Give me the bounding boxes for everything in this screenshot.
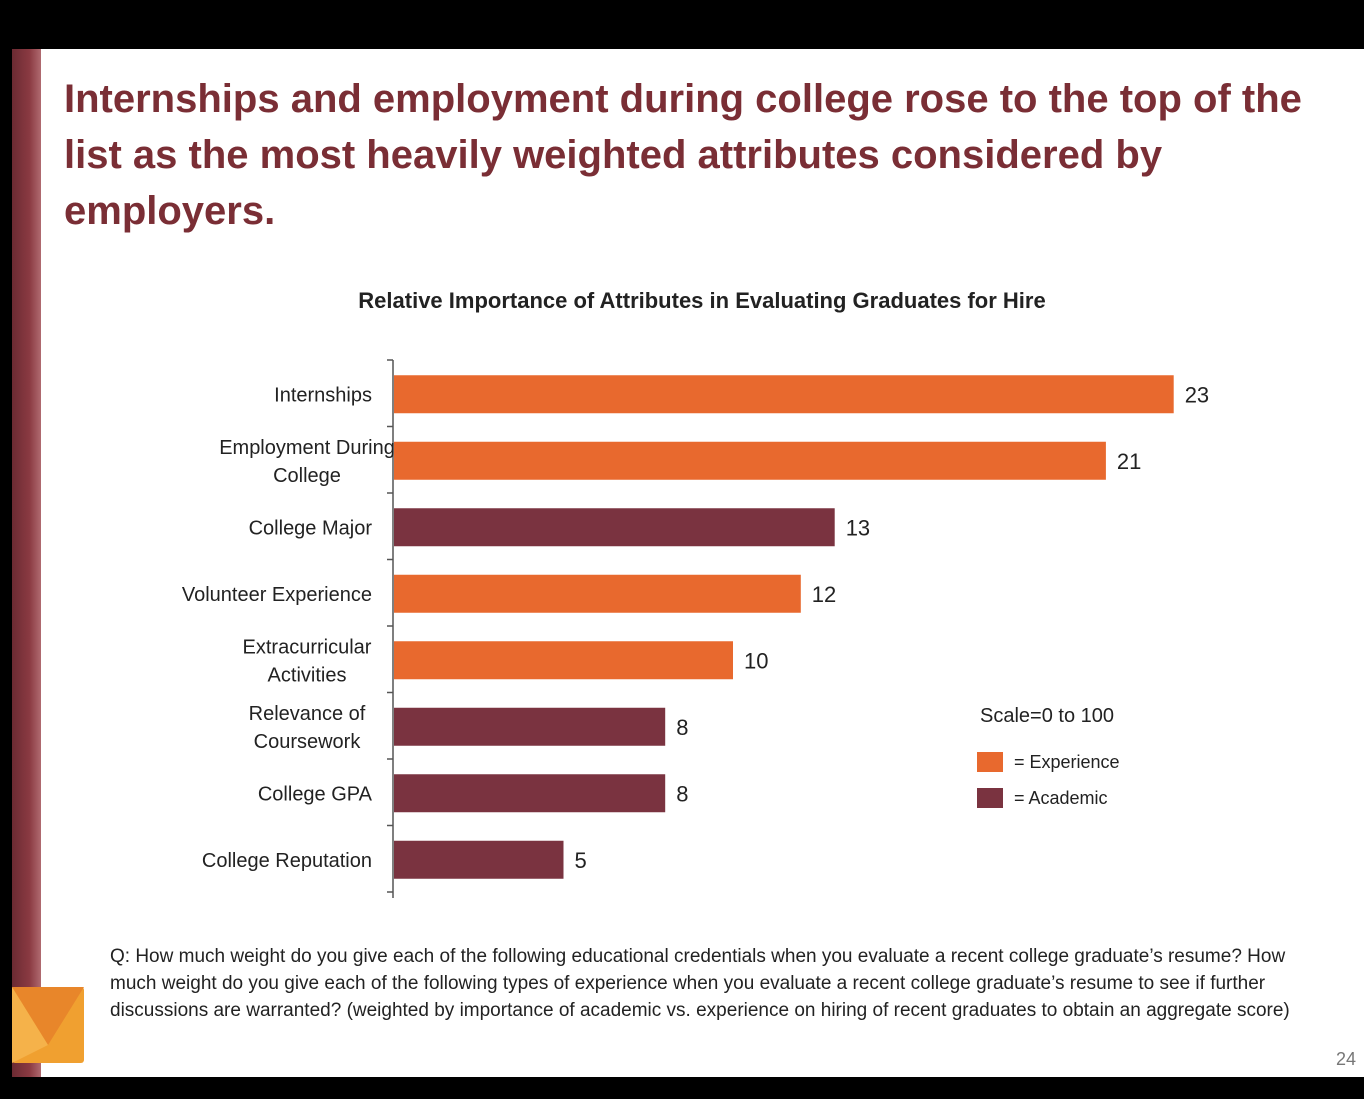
- category-label: Employment During: [219, 437, 395, 459]
- brand-logo-icon: [12, 987, 84, 1063]
- slide: Internships and employment during colleg…: [12, 49, 1364, 1077]
- bar: [394, 641, 733, 680]
- legend-label: = Experience: [1014, 752, 1120, 772]
- legend-swatch: [977, 752, 1003, 772]
- data-label: 13: [846, 515, 870, 540]
- data-label: 5: [575, 848, 587, 873]
- data-label: 12: [812, 582, 836, 607]
- category-label: Coursework: [254, 731, 362, 753]
- bar: [394, 840, 564, 879]
- slide-accent-bar: [12, 49, 41, 1077]
- data-label: 10: [744, 648, 768, 673]
- data-label: 23: [1185, 382, 1209, 407]
- page-number: 24: [1335, 1049, 1356, 1069]
- bar: [394, 508, 835, 547]
- category-label: Volunteer Experience: [182, 584, 372, 606]
- bar: [394, 375, 1174, 414]
- legend-swatch: [977, 788, 1003, 808]
- category-label: Internships: [274, 384, 372, 406]
- legend-scale-note: Scale=0 to 100: [980, 705, 1114, 727]
- category-label: College Major: [249, 517, 373, 539]
- category-label: Activities: [268, 664, 347, 686]
- data-label: 8: [676, 715, 688, 740]
- bar: [394, 774, 666, 813]
- category-label: College: [273, 465, 341, 487]
- legend-label: = Academic: [1014, 788, 1108, 808]
- category-label: Extracurricular: [243, 636, 372, 658]
- category-label: Relevance of: [249, 703, 366, 725]
- data-label: 8: [676, 781, 688, 806]
- bar: [394, 574, 801, 613]
- survey-question: Q: How much weight do you give each of t…: [110, 946, 1290, 1021]
- bar: [394, 441, 1106, 480]
- category-label: College Reputation: [202, 850, 372, 872]
- bar: [394, 707, 666, 746]
- data-label: 21: [1117, 449, 1141, 474]
- chart-title: Relative Importance of Attributes in Eva…: [358, 288, 1045, 313]
- category-label: College GPA: [258, 783, 373, 805]
- page-title: Internships and employment during colleg…: [64, 77, 1302, 233]
- bar-chart: Relative Importance of Attributes in Eva…: [182, 288, 1209, 898]
